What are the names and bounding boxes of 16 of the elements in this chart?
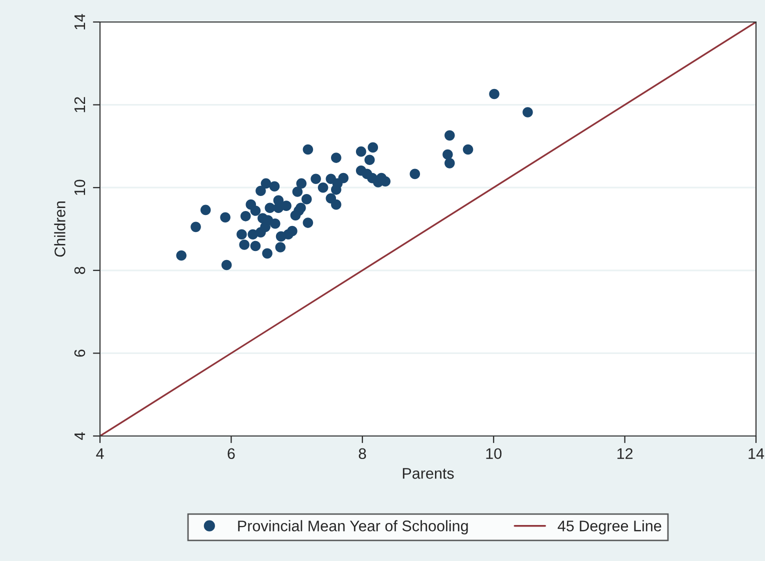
y-tick-label: 14 bbox=[74, 14, 86, 30]
y-tick-label: 10 bbox=[74, 180, 86, 195]
x-axis-title: Parents bbox=[402, 468, 454, 479]
x-tick-label: 4 bbox=[96, 448, 104, 459]
x-tick-label: 8 bbox=[358, 448, 366, 460]
legend-label: 45 Degree Line bbox=[558, 520, 662, 534]
y-tick-label: 8 bbox=[74, 266, 86, 274]
legend-label: Provincial Mean Year of Schooling bbox=[238, 520, 468, 534]
y-tick-label: 6 bbox=[74, 350, 86, 357]
x-tick-label: 10 bbox=[486, 448, 502, 460]
x-tick-label: 12 bbox=[617, 448, 633, 459]
y-tick-label: 12 bbox=[74, 97, 86, 112]
x-tick-label: 6 bbox=[228, 448, 235, 460]
y-tick-label: 4 bbox=[74, 432, 86, 440]
x-tick-label: 14 bbox=[748, 448, 764, 459]
y-axis-title: Children bbox=[54, 202, 66, 257]
